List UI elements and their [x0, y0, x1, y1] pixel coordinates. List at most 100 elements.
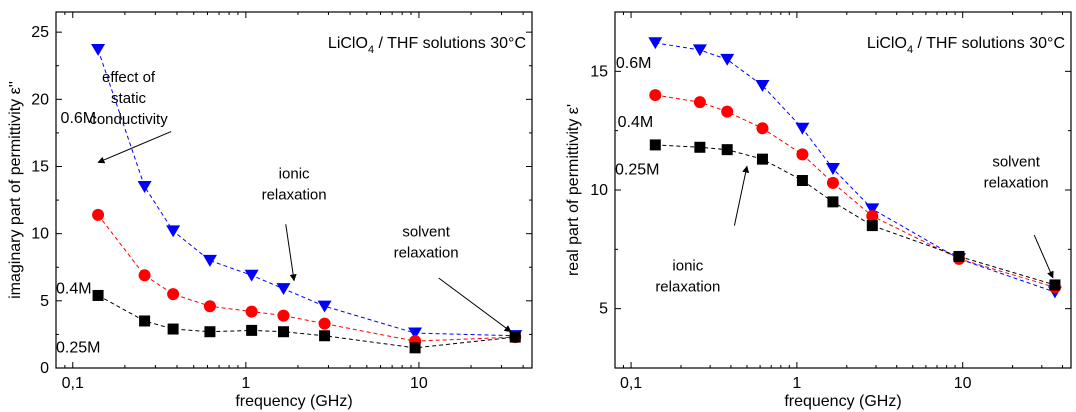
- data-point: [865, 203, 880, 216]
- data-point: [319, 330, 331, 342]
- data-point: [866, 210, 879, 223]
- annotation-text: ionic relaxation: [655, 258, 720, 296]
- annotation-text: solvent relaxation: [394, 223, 459, 261]
- y-tick-label: 15: [590, 63, 608, 80]
- data-point: [692, 44, 707, 57]
- annotation-arrow: [97, 131, 172, 164]
- data-point: [648, 37, 663, 50]
- annotation-line: relaxation: [655, 279, 720, 296]
- data-point: [277, 309, 290, 322]
- y-tick-label: 10: [590, 182, 608, 199]
- series-label: 0.4M: [618, 114, 654, 131]
- annotation-line: solvent: [992, 153, 1040, 170]
- annotation-line: ionic: [672, 258, 703, 275]
- data-point: [318, 317, 331, 330]
- data-point: [796, 175, 808, 187]
- chart-title-subscript: 4: [368, 44, 374, 56]
- data-point: [693, 96, 706, 109]
- data-point: [91, 44, 106, 56]
- plot-frame: [55, 11, 533, 369]
- annotation-line: static: [111, 90, 147, 107]
- data-point: [694, 141, 706, 153]
- y-tick-label: 25: [31, 24, 49, 41]
- x-tick-label: 0,1: [62, 375, 84, 392]
- data-point: [826, 176, 839, 189]
- data-point: [825, 163, 840, 175]
- series-label: 0.6M: [61, 110, 97, 127]
- data-point: [139, 315, 151, 327]
- y-tick-label: 5: [599, 301, 608, 318]
- data-point: [317, 300, 332, 313]
- annotation-line: effect of: [102, 69, 156, 86]
- data-point: [276, 283, 291, 296]
- data-point: [202, 254, 217, 267]
- y-tick-label: 15: [31, 158, 49, 175]
- series-label: 0.25M: [615, 162, 659, 179]
- data-point: [409, 342, 421, 354]
- data-point: [92, 208, 105, 221]
- x-axis-label: frequency (GHz): [235, 393, 352, 410]
- data-point: [277, 326, 289, 338]
- data-point: [1049, 279, 1061, 291]
- annotation-arrow: [733, 165, 750, 226]
- data-point: [795, 122, 810, 135]
- data-point: [244, 269, 259, 282]
- data-point: [167, 323, 179, 335]
- annotation-line: relaxation: [984, 174, 1049, 191]
- data-point: [509, 331, 521, 343]
- annotation-line: solvent: [402, 223, 450, 240]
- y-tick-label: 10: [31, 226, 49, 243]
- data-point: [92, 289, 104, 301]
- data-point: [167, 288, 180, 301]
- annotation-line: relaxation: [394, 244, 459, 261]
- data-point: [204, 326, 216, 338]
- annotation-arrow: [285, 224, 297, 282]
- annotation-line: conductivity: [89, 111, 168, 128]
- data-point: [796, 148, 809, 161]
- x-tick-label: 0,1: [620, 375, 642, 392]
- y-axis-label: imaginary part of permittivity ε'': [7, 81, 24, 299]
- x-tick-label: 1: [792, 375, 801, 392]
- x-tick-label: 10: [410, 375, 428, 392]
- imaginary-permittivity-chart: 0,1 1 10 0 5 10 15 20 25 frequency (GHz) imaginary…: [7, 11, 533, 410]
- annotation-line: relaxation: [262, 187, 327, 204]
- chart-title: LiClO4 / THF solutions 30°C: [328, 35, 526, 56]
- data-point: [721, 144, 733, 156]
- annotation-text: ionic relaxation: [262, 166, 327, 204]
- series-label: 0.4M: [56, 280, 92, 297]
- series-line: [97, 214, 516, 342]
- data-point: [756, 153, 768, 165]
- chart-title-rest: / THF solutions 30°C: [374, 35, 526, 52]
- chart-title-main: LiClO: [867, 35, 907, 52]
- chart-title-rest: / THF solutions 30°C: [913, 35, 1065, 52]
- data-point: [203, 300, 216, 313]
- x-axis-label: frequency (GHz): [784, 393, 901, 410]
- data-point: [756, 122, 769, 135]
- data-point: [245, 305, 258, 318]
- data-point: [138, 269, 151, 282]
- annotation-line: ionic: [279, 166, 310, 183]
- annotation-text: effect of static conductivity: [89, 69, 168, 128]
- annotation-arrow: [1033, 234, 1054, 279]
- chart-title-subscript: 4: [907, 44, 913, 56]
- data-point: [408, 327, 423, 340]
- y-tick-label: 0: [40, 360, 49, 377]
- data-point: [649, 89, 662, 102]
- data-point: [953, 250, 965, 262]
- data-point: [137, 181, 152, 193]
- y-tick-label: 20: [31, 91, 49, 108]
- y-axis-label: real part of permittivity ε': [565, 104, 582, 276]
- data-point: [649, 139, 661, 151]
- annotation-text: solvent relaxation: [984, 153, 1049, 191]
- y-tick-label: 5: [40, 293, 49, 310]
- chart-title-main: LiClO: [328, 35, 368, 52]
- chart-title: LiClO4 / THF solutions 30°C: [867, 35, 1065, 56]
- real-permittivity-chart: 0,1 1 10 5 10 15 frequency (GHz) real part of p…: [565, 11, 1072, 410]
- series-label: 0.25M: [56, 340, 100, 357]
- x-tick-label: 10: [954, 375, 972, 392]
- data-point: [755, 79, 770, 92]
- annotation-arrow: [438, 277, 512, 333]
- data-point: [827, 196, 839, 208]
- data-point: [246, 324, 258, 336]
